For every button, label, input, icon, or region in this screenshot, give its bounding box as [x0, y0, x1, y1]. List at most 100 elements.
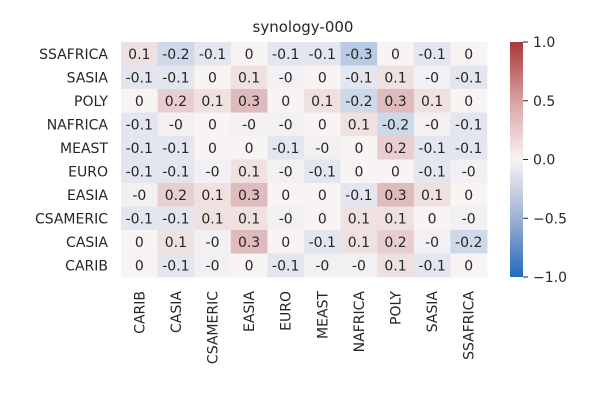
x-tick-label: MEAST — [315, 291, 331, 339]
heatmap-cell — [340, 42, 378, 66]
heatmap-cell — [267, 89, 305, 113]
cell-value-label: -0.1 — [309, 164, 336, 180]
heatmap-cell — [304, 230, 341, 254]
heatmap-cell — [450, 112, 488, 137]
heatmap-cell — [377, 65, 415, 90]
heatmap-cell — [377, 159, 415, 184]
cell-value-label: 0 — [208, 141, 217, 157]
heatmap-cell — [304, 159, 341, 184]
heatmap-cell — [194, 42, 232, 66]
y-tick-label: SSAFRICA — [39, 47, 108, 63]
colorbar — [510, 42, 523, 277]
heatmap-cell — [340, 253, 378, 278]
heatmap-cell — [121, 42, 158, 66]
heatmap-cell — [121, 65, 158, 90]
heatmap-cell — [340, 65, 378, 90]
heatmap-cell — [194, 112, 232, 137]
cell-value-label: -0 — [279, 70, 293, 86]
cell-value-label: 0 — [464, 258, 473, 274]
heatmap-cell — [450, 136, 488, 160]
heatmap-cell — [157, 206, 195, 231]
heatmap-cell — [157, 42, 195, 66]
cell-value-label: -0 — [462, 211, 476, 227]
cell-value-label: 0.1 — [201, 94, 223, 110]
cell-value-label: -0.1 — [162, 141, 189, 157]
heatmap-cell — [230, 183, 268, 207]
x-tick-label: SSAFRICA — [462, 291, 478, 360]
y-tick-label: CASIA — [66, 235, 108, 251]
cell-value-label: 0 — [318, 188, 327, 204]
x-tick-label: CARIB — [132, 291, 148, 334]
heatmap-cell — [230, 112, 268, 137]
heatmap-cell — [450, 42, 488, 66]
heatmap-cell — [230, 42, 268, 66]
heatmap-cell — [230, 253, 268, 278]
y-tick-label: NAFRICA — [47, 117, 109, 133]
heatmap-cell — [377, 230, 415, 254]
x-tick-label: CASIA — [169, 291, 185, 333]
heatmap-cell — [267, 159, 305, 184]
cell-value-label: -0.1 — [418, 47, 445, 63]
heatmap-cell — [340, 230, 378, 254]
cell-value-label: -0.1 — [162, 258, 189, 274]
cell-value-label: -0 — [279, 117, 293, 133]
cell-value-label: 0 — [391, 164, 400, 180]
heatmap-cell — [340, 136, 378, 160]
heatmap-cell — [194, 183, 232, 207]
heatmap-cell — [267, 65, 305, 90]
cell-value-label: 0.3 — [384, 94, 406, 110]
cell-value-label: -0 — [425, 70, 439, 86]
heatmap-cell — [340, 206, 378, 231]
heatmap-cell — [267, 253, 305, 278]
heatmap-cell — [413, 136, 451, 160]
heatmap-cell — [450, 159, 488, 184]
heatmap-cell — [121, 112, 158, 137]
cell-value-label: -0.2 — [455, 235, 482, 251]
heatmap-cell — [194, 159, 232, 184]
cell-value-label: -0 — [169, 117, 183, 133]
cell-value-label: -0.2 — [382, 117, 409, 133]
heatmap-cell — [267, 230, 305, 254]
heatmap-cell — [157, 89, 195, 113]
cell-value-label: 0.2 — [165, 94, 187, 110]
cell-value-label: 0 — [464, 188, 473, 204]
cell-value-label: -0.1 — [345, 70, 372, 86]
cell-value-label: 0.2 — [165, 188, 187, 204]
x-tick-label: SASIA — [425, 291, 441, 333]
cell-value-label: -0.1 — [126, 141, 153, 157]
y-tick-label: MEAST — [60, 141, 108, 157]
heatmap-cell — [377, 206, 415, 231]
cell-value-label: 0 — [245, 141, 254, 157]
cell-value-label: 0 — [318, 70, 327, 86]
heatmap-cell — [413, 183, 451, 207]
cell-value-label: 0.1 — [128, 47, 150, 63]
chart-title: synology-000 — [253, 18, 354, 36]
heatmap-cell — [377, 42, 415, 66]
cell-value-label: 0.1 — [201, 211, 223, 227]
heatmap-cells — [121, 42, 488, 278]
heatmap-cell — [157, 159, 195, 184]
y-axis-tick-labels: SSAFRICA SASIA POLY NAFRICA MEAST EURO EASIA CS… — [35, 47, 108, 275]
x-tick-label: EURO — [279, 291, 295, 331]
heatmap-cell — [304, 42, 341, 66]
cell-value-label: 0 — [281, 188, 290, 204]
cell-value-label: -0.1 — [126, 164, 153, 180]
heatmap-cell — [157, 112, 195, 137]
heatmap-cell — [304, 136, 341, 160]
heatmap-cell — [377, 183, 415, 207]
heatmap-cell — [340, 183, 378, 207]
heatmap-cell — [121, 206, 158, 231]
heatmap-cell — [304, 183, 341, 207]
heatmap-cell — [121, 159, 158, 184]
y-tick-label: SASIA — [67, 70, 109, 86]
heatmap-cell — [230, 89, 268, 113]
cell-value-label: 0.1 — [165, 235, 187, 251]
y-tick-label: EURO — [68, 164, 108, 180]
heatmap-cell — [230, 159, 268, 184]
cell-value-label: 0 — [428, 211, 437, 227]
cell-value-label: 0 — [208, 117, 217, 133]
y-tick-label: CSAMERIC — [35, 211, 108, 227]
cell-value-label: -0.1 — [126, 117, 153, 133]
heatmap-cell — [413, 253, 451, 278]
